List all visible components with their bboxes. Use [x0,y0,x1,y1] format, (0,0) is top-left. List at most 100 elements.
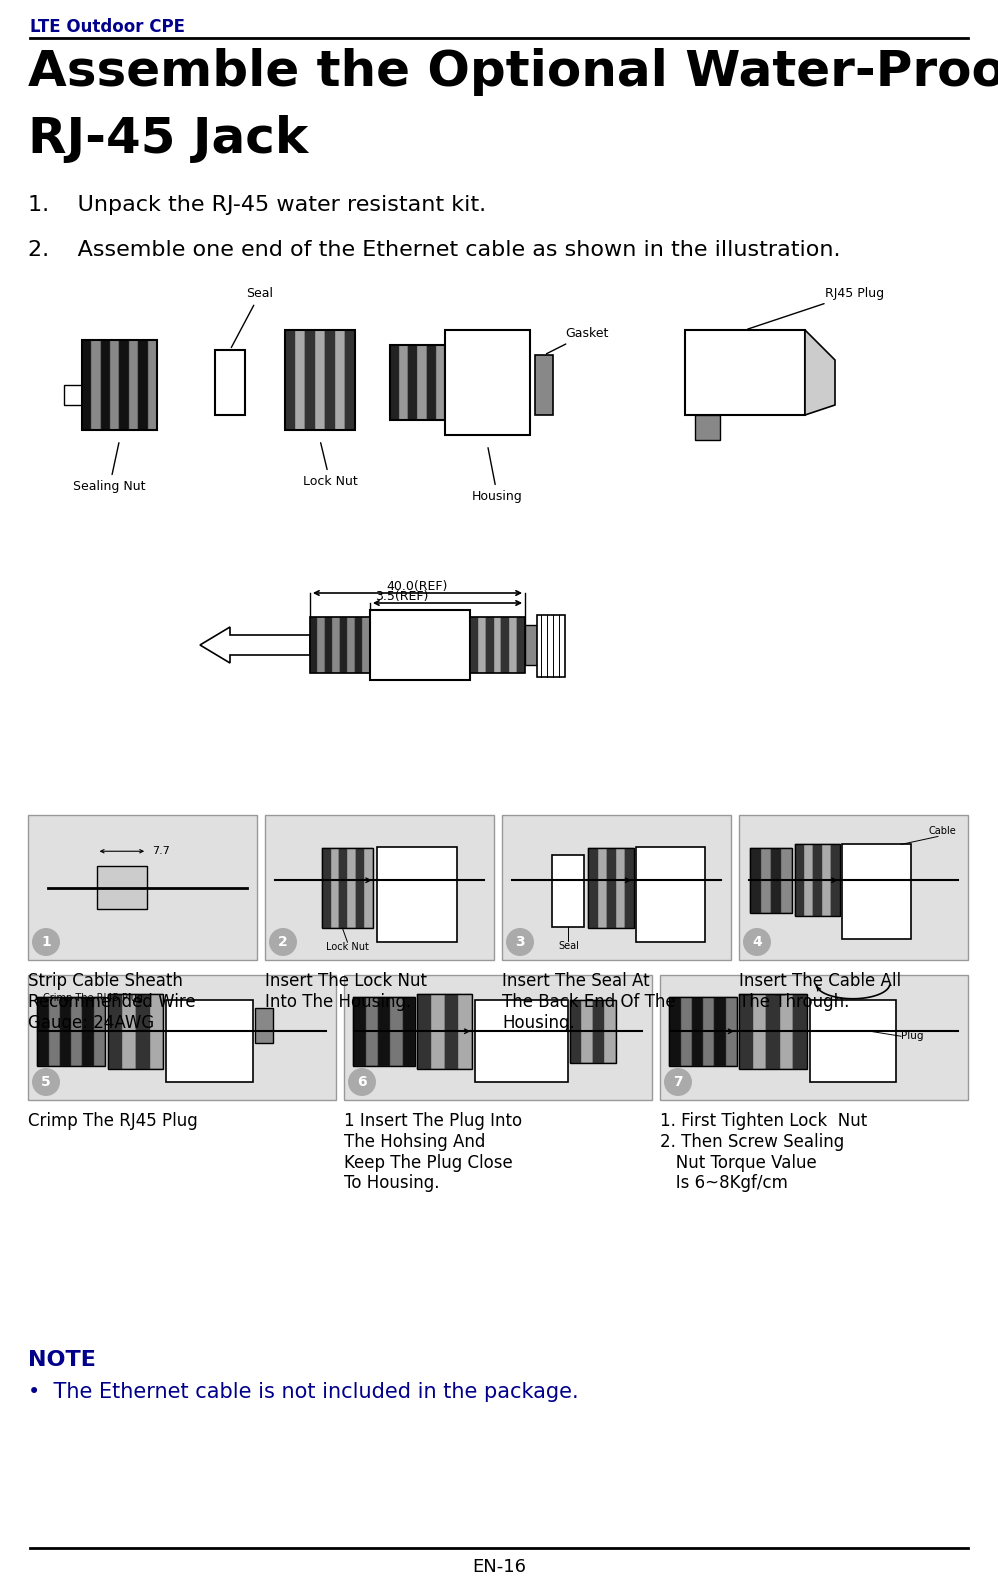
Bar [417,994,431,1069]
Bar [831,844,840,916]
Bar [726,997,737,1065]
Bar [766,994,779,1069]
Bar [794,844,803,916]
Bar [285,330,355,431]
Bar [148,340,157,431]
Bar [120,340,129,431]
Text: 1. First Tighten Lock  Nut
2. Then Screw Sealing
   Nut Torque Value
   Is 6~8Kg: 1. First Tighten Lock Nut 2. Then Screw … [660,1112,867,1193]
Bar [486,617,494,673]
Bar [670,997,737,1065]
Bar [670,997,681,1065]
Text: 7.7: 7.7 [152,847,170,857]
Text: Crimp The RJ45 Plug: Crimp The RJ45 Plug [28,1112,198,1129]
Bar [739,994,752,1069]
Bar [589,849,635,928]
Bar [681,997,692,1065]
Bar [322,849,330,928]
Bar [378,997,390,1065]
Bar [813,844,822,916]
Text: RJ-45 Jack: RJ-45 Jack [28,115,308,163]
Text: Lock Nut: Lock Nut [326,943,369,952]
Bar [108,994,122,1069]
Bar [347,849,356,928]
Polygon shape [200,627,310,664]
Bar [322,849,372,928]
Bar [370,609,470,679]
Bar [129,340,139,431]
Circle shape [664,1069,692,1096]
Text: 2.    Assemble one end of the Ethernet cable as shown in the illustration.: 2. Assemble one end of the Ethernet cabl… [28,239,840,260]
Circle shape [32,1069,60,1096]
Bar [570,1000,616,1062]
Bar [625,849,635,928]
Bar [265,815,494,960]
Text: 3: 3 [515,935,525,949]
Bar [781,847,791,912]
Text: EN-16: EN-16 [472,1558,526,1576]
Bar [362,617,370,673]
Bar [390,997,402,1065]
Bar [502,815,731,960]
Bar [365,997,378,1065]
Bar [339,849,347,928]
Bar [108,994,164,1069]
Bar [60,997,71,1065]
Bar [376,847,457,941]
Bar [525,625,537,665]
Bar [475,1000,568,1081]
Bar [285,330,295,431]
Bar [340,617,347,673]
Text: 7: 7 [674,1075,683,1089]
Text: LTE Outdoor CPE: LTE Outdoor CPE [30,18,185,37]
Bar [478,617,486,673]
Text: NOTE: NOTE [28,1349,96,1370]
Text: 1 Insert The Plug Into
The Hohsing And
Keep The Plug Close
To Housing.: 1 Insert The Plug Into The Hohsing And K… [344,1112,522,1193]
Bar [739,994,806,1069]
Text: Strip Cable Sheath
Recommended Wire
Gauge: 24AWG: Strip Cable Sheath Recommended Wire Gaug… [28,971,196,1032]
Bar [470,617,525,673]
Bar [254,1008,272,1043]
Text: 4: 4 [752,935,761,949]
Bar [822,844,831,916]
Bar [355,617,362,673]
Text: Plug: Plug [901,1032,923,1042]
Text: 3.5(REF): 3.5(REF) [375,590,428,603]
Bar [37,997,49,1065]
Text: RJ45 Plug: RJ45 Plug [748,287,884,329]
Text: Crimp The RJ45 Plug: Crimp The RJ45 Plug [43,994,144,1003]
Bar [353,997,365,1065]
Bar [692,997,704,1065]
Bar [593,1000,605,1062]
Bar [417,994,472,1069]
Circle shape [506,928,534,955]
Bar [750,847,791,912]
Bar [444,994,458,1069]
Bar [37,997,105,1065]
Bar [431,994,444,1069]
Bar [122,994,136,1069]
Text: Cable: Cable [928,826,956,836]
Bar [295,330,305,431]
Bar [92,340,101,431]
Bar [347,617,355,673]
Bar [605,1000,616,1062]
Bar [345,330,355,431]
Bar [750,847,760,912]
Bar [408,345,417,419]
Circle shape [269,928,297,955]
Bar [83,997,94,1065]
Text: Insert The Seal At
The Back End Of The
Housing.: Insert The Seal At The Back End Of The H… [502,971,676,1032]
Bar [325,330,335,431]
Text: 1: 1 [41,935,51,949]
Bar [150,994,164,1069]
Bar [552,855,585,927]
Text: Insert The Cable All
The Through.: Insert The Cable All The Through. [739,971,901,1011]
Text: •  The Ethernet cable is not included in the package.: • The Ethernet cable is not included in … [28,1381,579,1402]
Bar [332,617,340,673]
Bar [793,994,806,1069]
Bar [356,849,364,928]
Bar [809,1000,896,1081]
Bar [581,1000,593,1062]
Bar [364,849,372,928]
Bar [305,330,315,431]
